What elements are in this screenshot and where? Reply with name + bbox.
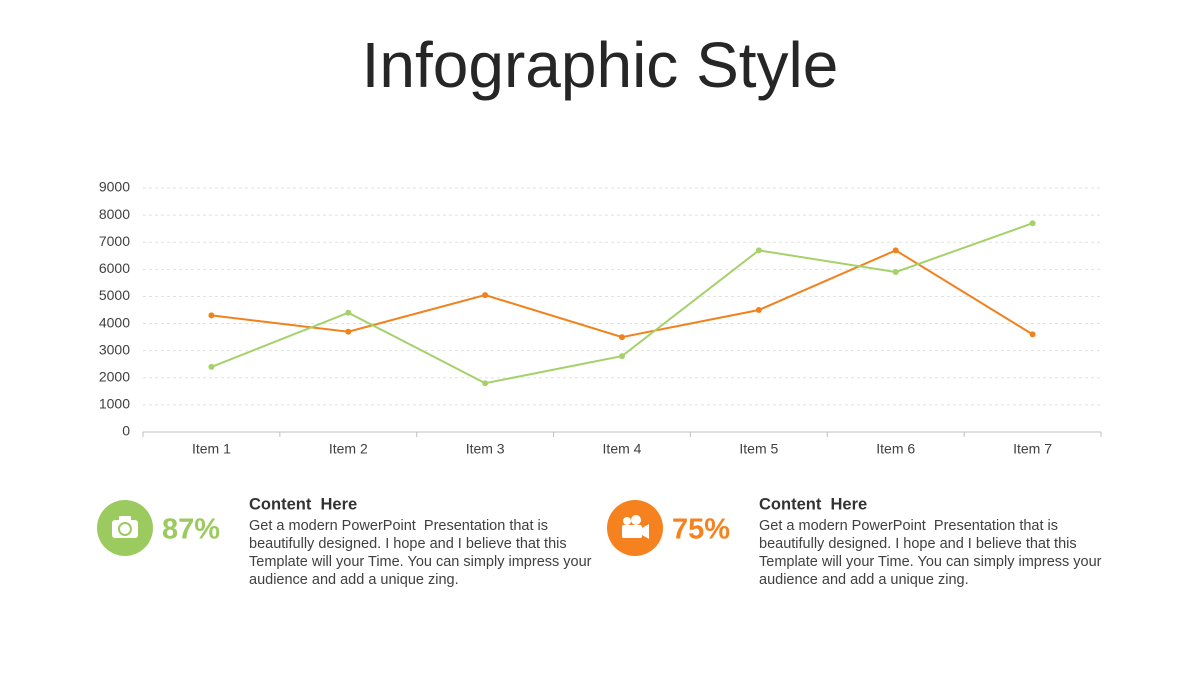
icon-lens [642,524,649,539]
x-tick-label: Item 3 [466,441,505,457]
x-tick-label: Item 6 [876,441,915,457]
y-tick-label: 0 [122,423,130,439]
data-point [892,247,899,254]
y-tick-label: 6000 [99,260,130,276]
data-point [1029,220,1036,227]
block-heading: Content Here [249,495,357,513]
y-tick-label: 2000 [99,368,130,384]
data-point [892,269,899,276]
data-point [208,312,215,319]
icon-body [622,525,642,538]
icon-reel [631,515,641,525]
block-text: audience and add a unique zing. [759,572,969,588]
block-text: beautifully designed. I hope and I belie… [759,536,1077,552]
data-point [345,309,352,316]
icon-top [119,516,131,521]
y-tick-label: 8000 [99,206,130,222]
stat: 75% [672,514,730,546]
icon-body [112,520,138,538]
block-text: Template will your Time. You can simply … [759,554,1102,570]
data-point [755,247,762,254]
slide-title: Infographic Style [362,29,839,101]
data-point [619,353,625,360]
icon [97,500,153,556]
y-tick-label: 5000 [99,287,130,303]
block-text: audience and add a unique zing. [249,572,459,588]
y-tick-label: 9000 [99,179,130,195]
x-tick-label: Item 4 [603,441,642,457]
x-tick-label: Item 5 [739,441,778,457]
data-point [482,292,489,299]
data-point [345,328,352,335]
x-tick-label: Item 7 [1013,441,1052,457]
data-point [755,307,762,313]
y-tick-label: 1000 [99,396,130,412]
data-point [208,363,215,370]
y-tick-label: 4000 [99,314,130,330]
block-text: beautifully designed. I hope and I belie… [249,536,567,552]
y-tick-label: 7000 [99,233,130,249]
data-point [1029,331,1036,338]
x-tick-label: Item 1 [192,441,231,457]
block-text: Get a modern PowerPoint Presentation tha… [249,518,548,534]
data-point [482,380,489,387]
x-tick-label: Item 2 [329,441,368,457]
icon-reel [623,517,631,525]
block-text: Template will your Time. You can simply … [249,554,592,570]
data-point [619,334,625,341]
y-tick-label: 3000 [99,341,130,357]
block-text: Get a modern PowerPoint Presentation tha… [759,518,1058,534]
icon [607,500,663,556]
icon-lens [118,522,132,536]
block-heading: Content Here [759,495,867,513]
stat: 87% [162,514,220,546]
